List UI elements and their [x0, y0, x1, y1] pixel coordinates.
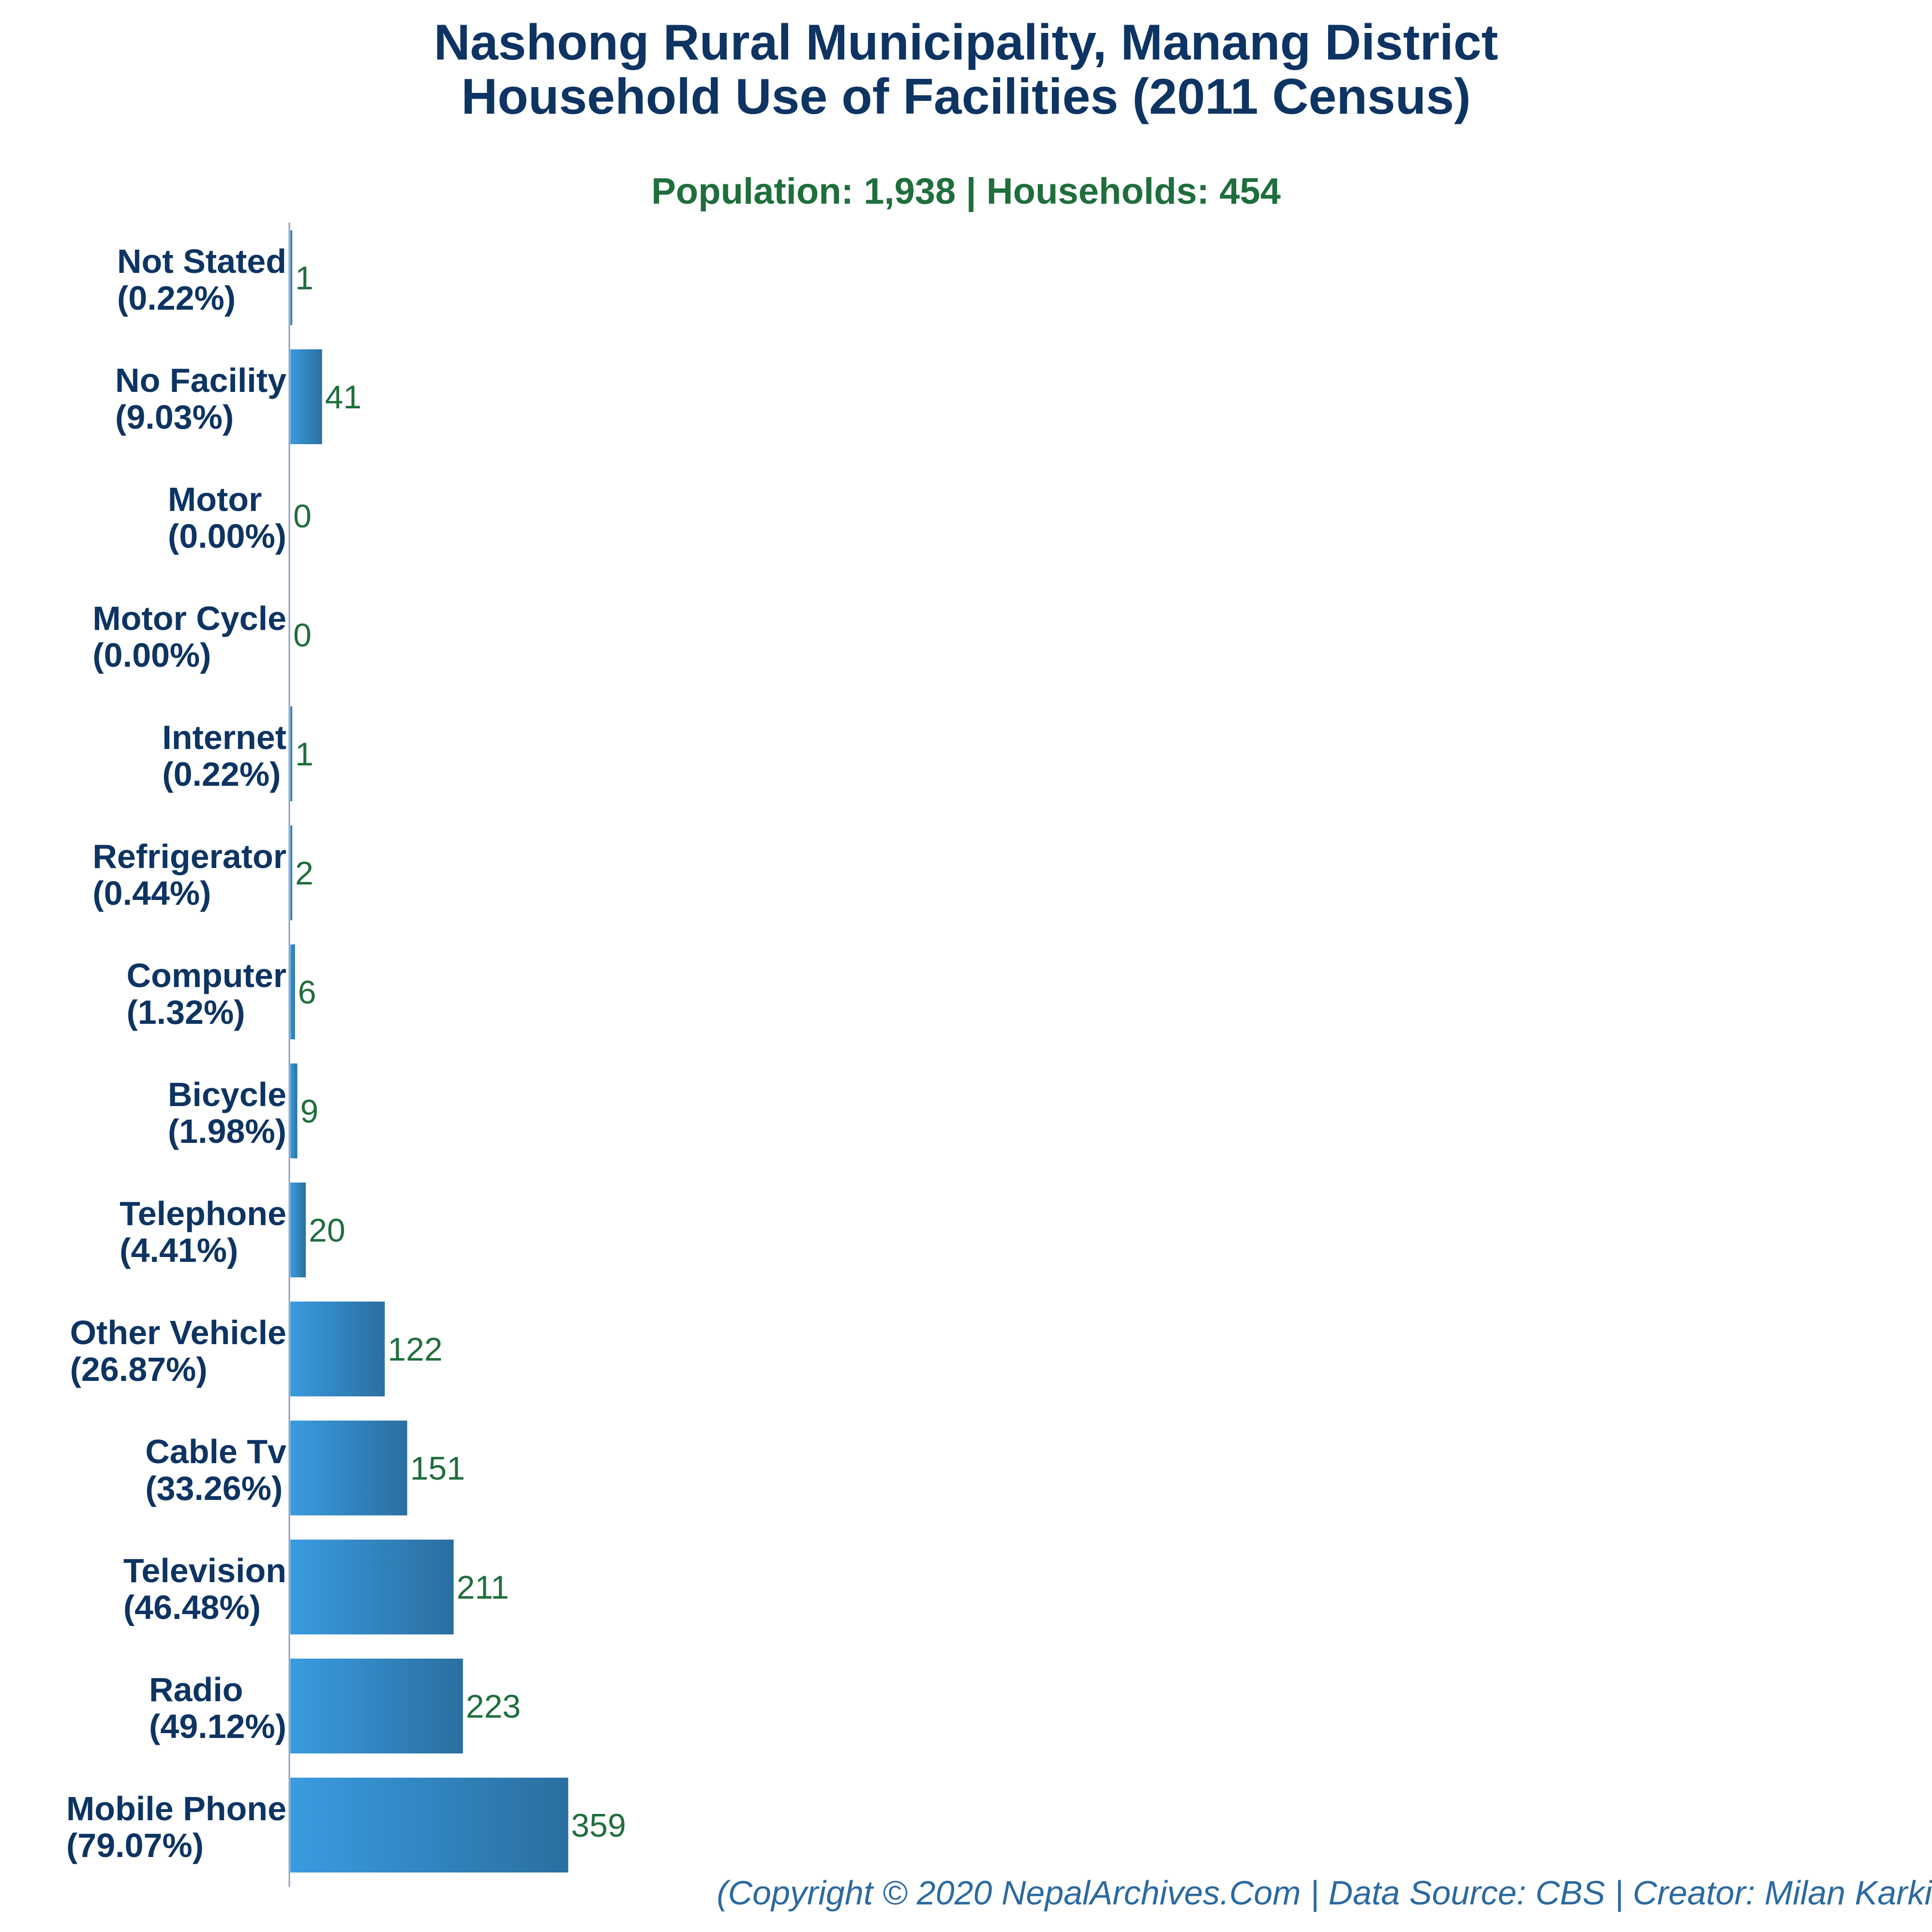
bar-bicycle [290, 1063, 298, 1158]
value-label: 151 [410, 1450, 465, 1487]
footer-credit: (Copyright © 2020 NepalArchives.Com | Da… [717, 1874, 1932, 1912]
category-percentage: (49.12%) [149, 1707, 286, 1745]
value-label: 223 [466, 1688, 521, 1725]
bar-mobile-phone [290, 1778, 569, 1872]
category-percentage: (33.26%) [145, 1469, 283, 1507]
category-label: Television [123, 1552, 286, 1589]
category-percentage: (0.00%) [92, 636, 211, 674]
category-percentage: (0.22%) [162, 755, 281, 793]
category-percentage: (1.98%) [168, 1112, 286, 1150]
value-label: 122 [388, 1331, 442, 1368]
value-label: 0 [293, 498, 312, 535]
bar-refrigerator [290, 825, 292, 920]
bar-no-facility [290, 349, 322, 444]
value-label: 359 [571, 1807, 626, 1844]
title-line-2: Household Use of Facilities (2011 Census… [461, 69, 1471, 125]
category-percentage: (79.07%) [66, 1827, 204, 1864]
bar-telephone [290, 1183, 306, 1277]
title-line-1: Nashong Rural Municipality, Manang Distr… [434, 15, 1498, 71]
value-label: 0 [293, 617, 312, 654]
category-label: Telephone [120, 1195, 286, 1232]
category-percentage: (0.00%) [168, 517, 286, 555]
value-label: 20 [309, 1212, 345, 1249]
category-label: No Facility [115, 361, 286, 399]
bar-other-vehicle [290, 1302, 385, 1396]
category-percentage: (4.41%) [120, 1231, 238, 1269]
category-label: Computer [126, 957, 286, 994]
value-label: 41 [325, 379, 362, 416]
category-label: Bicycle [168, 1076, 286, 1113]
category-percentage: (0.44%) [92, 874, 211, 912]
value-label: 1 [295, 260, 314, 297]
bar-computer [290, 944, 295, 1039]
category-percentage: (1.32%) [126, 993, 245, 1031]
category-label: Other Vehicle [70, 1314, 286, 1351]
value-label: 6 [298, 974, 316, 1011]
bar-internet [290, 706, 292, 801]
bar-television [290, 1540, 454, 1634]
category-percentage: (0.22%) [117, 279, 236, 317]
value-label: 211 [457, 1569, 509, 1606]
category-label: Not Stated [117, 242, 286, 280]
value-label: 1 [295, 736, 314, 773]
category-percentage: (46.48%) [123, 1588, 261, 1626]
category-label: Radio [149, 1671, 243, 1708]
bar-not-stated [290, 230, 292, 325]
chart-subtitle: Population: 1,938 | Households: 454 [651, 171, 1281, 212]
category-label: Mobile Phone [66, 1790, 286, 1827]
category-percentage: (9.03%) [115, 398, 234, 436]
category-label: Internet [162, 719, 286, 756]
value-label: 2 [295, 855, 314, 892]
chart-title: Nashong Rural Municipality, Manang Distr… [0, 15, 1932, 124]
bar-cable-tv [290, 1421, 407, 1515]
category-percentage: (26.87%) [70, 1350, 208, 1388]
bar-radio [290, 1659, 463, 1753]
category-label: Cable Tv [145, 1433, 286, 1470]
category-label: Refrigerator [92, 838, 286, 875]
value-label: 9 [300, 1093, 318, 1130]
category-label: Motor Cycle [92, 599, 286, 637]
category-label: Motor [168, 480, 262, 518]
